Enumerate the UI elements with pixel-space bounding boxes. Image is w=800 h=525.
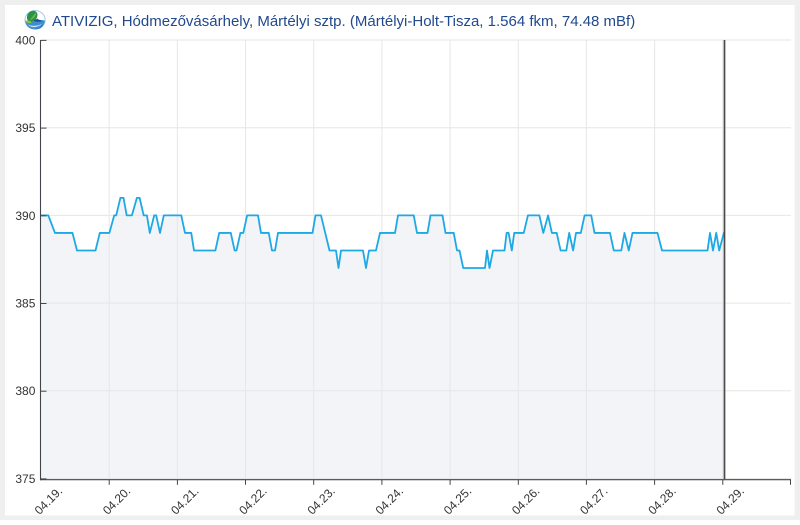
- svg-text:395: 395: [15, 121, 35, 135]
- svg-text:400: 400: [15, 33, 35, 47]
- svg-text:385: 385: [15, 297, 35, 311]
- svg-text:390: 390: [15, 209, 35, 223]
- svg-text:ATIVIZIG, Hódmezővásárhely, Má: ATIVIZIG, Hódmezővásárhely, Mártélyi szt…: [52, 13, 635, 30]
- svg-text:375: 375: [15, 472, 35, 486]
- svg-text:380: 380: [15, 384, 35, 398]
